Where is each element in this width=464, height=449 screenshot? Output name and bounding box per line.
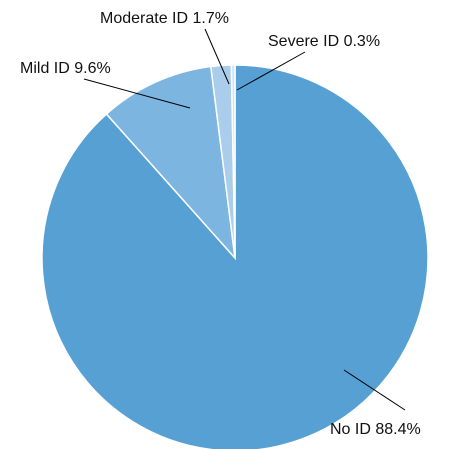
- leader-line-mild-id: [83, 78, 191, 109]
- slice-label-no-id: No ID 88.4%: [330, 421, 421, 438]
- slice-label-mild-id: Mild ID 9.6%: [20, 60, 111, 77]
- slice-label-severe-id: Severe ID 0.3%: [268, 33, 380, 50]
- leader-line-severe-id: [236, 51, 306, 91]
- slice-label-moderate-id: Moderate ID 1.7%: [100, 10, 229, 27]
- leader-line-moderate-id: [204, 28, 230, 85]
- pie-slice-mild-id: [105, 65, 237, 261]
- leader-lines-layer: [83, 28, 406, 411]
- slices-layer: [41, 64, 429, 449]
- pie-slice-no-id: [41, 64, 429, 449]
- labels-layer: No ID 88.4% Mild ID 9.6% Moderate ID 1.7% S…: [20, 10, 421, 438]
- pie-slice-severe-id: [230, 64, 236, 259]
- leader-line-no-id: [343, 369, 406, 411]
